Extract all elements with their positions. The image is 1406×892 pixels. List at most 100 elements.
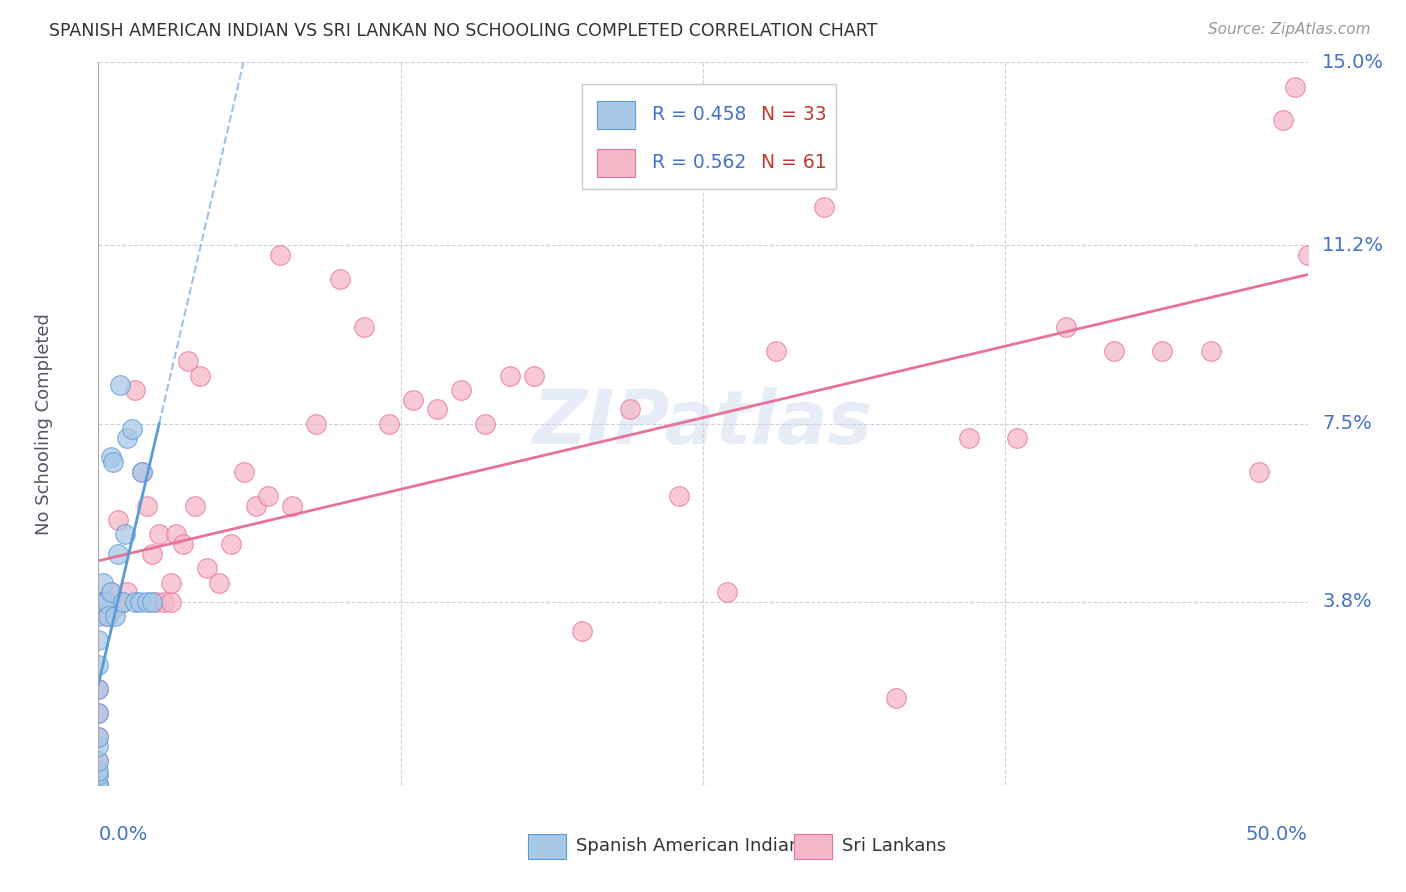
Point	[152, 595, 174, 609]
Point	[160, 595, 183, 609]
Text: R = 0.562: R = 0.562	[652, 153, 747, 171]
Point	[111, 595, 134, 609]
Point	[281, 499, 304, 513]
Point	[128, 595, 150, 609]
Point	[668, 489, 690, 503]
Point	[100, 450, 122, 465]
Point	[1152, 344, 1174, 359]
Point	[619, 402, 641, 417]
Point	[426, 402, 449, 417]
Point	[145, 595, 167, 609]
Point	[402, 392, 425, 407]
Point	[813, 200, 835, 214]
Point	[1272, 113, 1295, 128]
Point	[87, 657, 110, 672]
Text: 11.2%: 11.2%	[1322, 236, 1384, 255]
Text: 50.0%: 50.0%	[1246, 825, 1308, 844]
Text: N = 61: N = 61	[761, 153, 827, 171]
Point	[256, 489, 278, 503]
Point	[450, 383, 472, 397]
Point	[131, 465, 153, 479]
Text: Spanish American Indians: Spanish American Indians	[576, 838, 810, 855]
Point	[160, 575, 183, 590]
Text: 15.0%: 15.0%	[1322, 53, 1384, 72]
Point	[474, 417, 496, 431]
Point	[177, 354, 200, 368]
Point	[87, 706, 110, 720]
Point	[87, 778, 110, 792]
Text: Sri Lankans: Sri Lankans	[842, 838, 946, 855]
Point	[1199, 344, 1222, 359]
Point	[87, 706, 110, 720]
Text: SPANISH AMERICAN INDIAN VS SRI LANKAN NO SCHOOLING COMPLETED CORRELATION CHART: SPANISH AMERICAN INDIAN VS SRI LANKAN NO…	[49, 22, 877, 40]
Point	[108, 378, 131, 392]
FancyBboxPatch shape	[527, 834, 567, 859]
Point	[141, 547, 163, 561]
Point	[208, 575, 231, 590]
Point	[87, 609, 110, 624]
Point	[117, 431, 139, 445]
Point	[1102, 344, 1125, 359]
Point	[172, 537, 194, 551]
Text: Source: ZipAtlas.com: Source: ZipAtlas.com	[1208, 22, 1371, 37]
Point	[221, 537, 243, 551]
Point	[104, 609, 127, 624]
Text: No Schooling Completed: No Schooling Completed	[35, 313, 53, 534]
Point	[87, 681, 110, 696]
Point	[1296, 248, 1319, 262]
Point	[87, 681, 110, 696]
Point	[232, 465, 254, 479]
FancyBboxPatch shape	[793, 834, 832, 859]
Point	[91, 575, 114, 590]
Text: 7.5%: 7.5%	[1322, 414, 1372, 434]
Point	[131, 465, 153, 479]
Point	[87, 778, 110, 792]
Point	[188, 368, 211, 383]
Point	[124, 383, 146, 397]
Point	[184, 499, 207, 513]
Point	[886, 691, 908, 706]
Point	[94, 609, 117, 624]
Point	[353, 320, 375, 334]
Point	[135, 595, 157, 609]
Point	[100, 585, 122, 599]
Point	[1054, 320, 1077, 334]
Point	[1249, 465, 1271, 479]
Point	[87, 633, 110, 648]
Text: N = 33: N = 33	[761, 105, 827, 124]
Point	[87, 778, 110, 792]
Point	[87, 754, 110, 768]
Point	[97, 595, 120, 609]
Point	[523, 368, 546, 383]
Point	[101, 455, 124, 469]
Point	[87, 778, 110, 792]
Point	[498, 368, 520, 383]
Point	[97, 609, 120, 624]
Point	[114, 527, 136, 541]
FancyBboxPatch shape	[596, 149, 636, 177]
Text: R = 0.458: R = 0.458	[652, 105, 747, 124]
Point	[87, 730, 110, 744]
Point	[124, 595, 146, 609]
Point	[94, 595, 117, 609]
Point	[91, 595, 114, 609]
Point	[87, 764, 110, 778]
Point	[111, 595, 134, 609]
Text: 0.0%: 0.0%	[98, 825, 148, 844]
FancyBboxPatch shape	[596, 102, 636, 129]
Point	[87, 739, 110, 754]
Point	[117, 585, 139, 599]
Point	[87, 768, 110, 782]
Point	[87, 778, 110, 792]
Point	[245, 499, 267, 513]
Point	[104, 599, 127, 614]
Point	[377, 417, 399, 431]
Point	[957, 431, 980, 445]
Point	[100, 585, 122, 599]
Point	[165, 527, 187, 541]
Point	[87, 730, 110, 744]
Point	[1007, 431, 1029, 445]
Point	[571, 624, 593, 638]
Point	[765, 344, 787, 359]
Point	[121, 421, 143, 435]
